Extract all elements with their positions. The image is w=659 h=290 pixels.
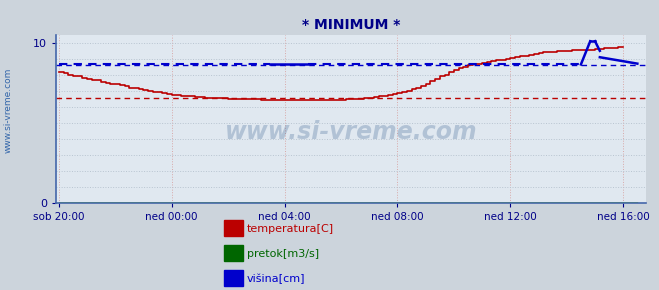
Text: pretok[m3/s]: pretok[m3/s]	[247, 249, 319, 259]
Text: višina[cm]: višina[cm]	[247, 273, 306, 284]
Text: www.si-vreme.com: www.si-vreme.com	[225, 120, 477, 144]
Text: temperatura[C]: temperatura[C]	[247, 224, 334, 234]
Title: * MINIMUM *: * MINIMUM *	[302, 18, 400, 32]
Text: www.si-vreme.com: www.si-vreme.com	[3, 68, 13, 153]
